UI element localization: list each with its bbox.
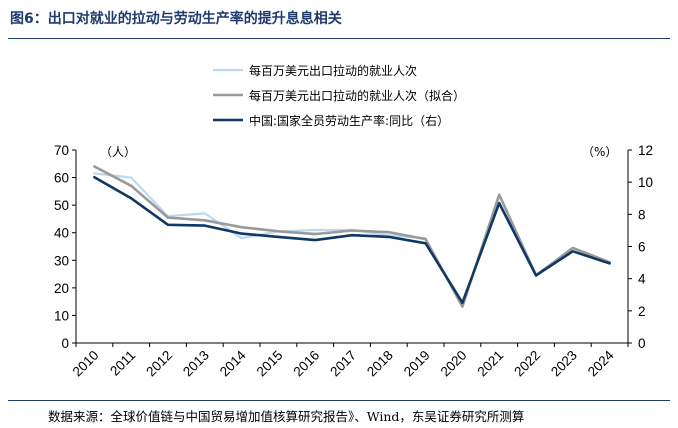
y-left-tick-label: 70 [54,143,69,158]
x-tick-label: 2012 [143,348,175,380]
x-tick-label: 2016 [290,348,322,380]
title-rule [8,38,670,39]
y-left-tick-label: 30 [54,253,69,268]
series-line-2 [93,165,611,308]
y-left-tick-label: 20 [54,281,69,296]
y-left-tick-label: 50 [54,198,69,213]
y-right-tick-label: 10 [638,175,653,190]
y-right-unit-label: （%） [582,145,617,159]
legend-label-3: 中国:国家全员劳动生产率:同比（右） [249,113,449,128]
y-left-unit-label: （人） [100,145,136,159]
y-right-tick-label: 8 [638,207,646,222]
x-tick-label: 2019 [401,348,433,380]
x-tick-label: 2013 [180,348,212,380]
x-tick-label: 2018 [364,348,396,380]
y-right-tick-label: 2 [638,304,646,319]
figure-title: 图6：出口对就业的拉动与劳动生产率的提升息息相关 [10,11,342,27]
y-right-tick-label: 4 [638,272,646,287]
x-tick-label: 2011 [107,348,138,379]
x-tick-label: 2023 [548,348,580,380]
y-left-tick-label: 40 [54,226,69,241]
series-line-3 [93,176,611,305]
series-layer [93,165,611,308]
x-tick-label: 2017 [327,348,359,380]
x-tick-label: 2010 [70,348,102,380]
x-tick-label: 2015 [254,348,286,380]
y-left-tick-label: 60 [54,171,69,186]
source-rule [8,400,670,401]
x-tick-label: 2021 [474,348,506,380]
x-tick-label: 2024 [585,347,617,379]
y-right-tick-label: 6 [638,240,646,255]
y-right-tick-label: 12 [638,143,653,158]
x-tick-label: 2014 [217,347,249,379]
y-left-tick-label: 10 [54,308,69,323]
x-tick-label: 2022 [511,348,543,380]
y-left-tick-label: 0 [61,336,69,351]
x-tick-label: 2020 [438,348,470,380]
legend-label-1: 每百万美元出口拉动的就业人次 [249,63,417,78]
legend-label-2: 每百万美元出口拉动的就业人次（拟合） [249,88,465,103]
y-right-tick-label: 0 [638,336,646,351]
source-note: 数据来源：全球价值链与中国贸易增加值核算研究报告》、Wind，东吴证券研究所测算 [48,409,525,424]
